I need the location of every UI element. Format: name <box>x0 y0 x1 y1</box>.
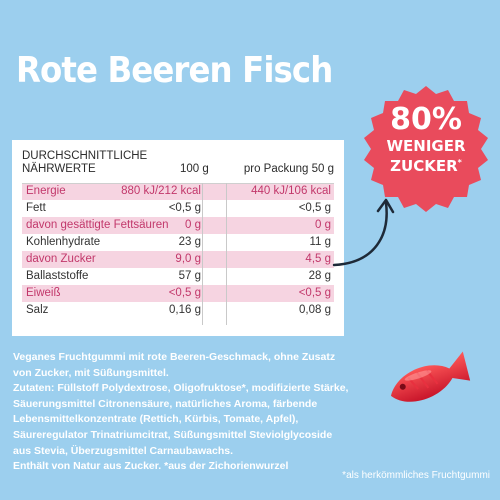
nutrition-table: DURCHSCHNITTLICHE NÄHRWERTE 100 g pro Pa… <box>12 140 344 336</box>
badge-percent: 80% <box>390 102 462 137</box>
row-value-100g: 57 g <box>178 270 201 282</box>
badge-line2-text: ZUCKER <box>390 157 458 175</box>
row-value-package: <0,5 g <box>298 287 331 299</box>
header-line1: DURCHSCHNITTLICHE <box>22 150 148 162</box>
footnote: *als herkömmliches Fruchtgummi <box>342 470 490 481</box>
table-row-ballaststoffe: Ballaststoffe 57 g 28 g <box>22 268 334 285</box>
curved-arrow-icon <box>332 198 395 267</box>
row-label: Energie <box>26 185 66 197</box>
sugar-note: Enthält von Natur aus Zucker. *aus der Z… <box>13 460 289 473</box>
row-value-100g: 0,16 g <box>169 304 201 316</box>
row-value-package: 0 g <box>315 219 331 231</box>
table-row-salz: Salz 0,16 g 0,08 g <box>22 302 334 319</box>
row-value-package: 11 g <box>309 236 331 248</box>
row-value-100g: <0,5 g <box>168 202 201 214</box>
column-divider <box>202 183 203 325</box>
table-row-fettsaeuren: davon gesättigte Fettsäuren 0 g 0 g <box>22 217 334 234</box>
row-value-100g: 0 g <box>185 219 201 231</box>
table-divider <box>22 183 334 184</box>
nutrition-header: DURCHSCHNITTLICHE NÄHRWERTE 100 g pro Pa… <box>22 150 334 176</box>
row-value-100g: 9,0 g <box>175 253 201 265</box>
row-label: Eiweiß <box>26 287 61 299</box>
row-value-package: 4,5 g <box>305 253 331 265</box>
column-header-100g: 100 g <box>180 163 209 175</box>
row-value-100g: 23 g <box>178 236 201 248</box>
ingredients: Zutaten: Füllstoff Polydextrose, Oligofr… <box>13 382 349 457</box>
table-row-zucker: davon Zucker 9,0 g 4,5 g <box>22 251 334 268</box>
table-row-kohlenhydrate: Kohlenhydrate 23 g 11 g <box>22 234 334 251</box>
row-label: davon gesättigte Fettsäuren <box>26 219 169 231</box>
badge-icon <box>364 86 488 212</box>
product-description: Veganes Fruchtgummi mit rote Beeren-Gesc… <box>13 351 336 379</box>
page-title: Rote Beeren Fisch <box>16 50 333 91</box>
row-value-100g: 880 kJ/212 kcal <box>121 185 201 197</box>
row-label: davon Zucker <box>26 253 96 265</box>
badge-line2: ZUCKER* <box>358 157 494 175</box>
table-row-eiweiss: Eiweiß <0,5 g <0,5 g <box>22 285 334 302</box>
column-divider <box>226 183 227 325</box>
row-label: Ballaststoffe <box>26 270 89 282</box>
badge-footnote-mark: * <box>457 158 462 167</box>
row-value-100g: <0,5 g <box>168 287 201 299</box>
table-row-energie: Energie 880 kJ/212 kcal 440 kJ/106 kcal <box>22 183 334 200</box>
row-label: Fett <box>26 202 46 214</box>
row-value-package: 28 g <box>308 270 331 282</box>
column-header-package: pro Packung 50 g <box>243 163 334 175</box>
row-label: Kohlenhydrate <box>26 236 101 248</box>
gummy-fish-icon <box>390 351 471 402</box>
table-row-fett: Fett <0,5 g <0,5 g <box>22 200 334 217</box>
row-value-package: 440 kJ/106 kcal <box>251 185 331 197</box>
badge-line1: WENIGER <box>386 137 466 155</box>
row-label: Salz <box>26 304 49 316</box>
row-value-package: <0,5 g <box>298 202 331 214</box>
row-value-package: 0,08 g <box>299 304 331 316</box>
product-info: Veganes Fruchtgummi mit rote Beeren-Gesc… <box>13 350 353 475</box>
header-line2: NÄHRWERTE <box>22 163 96 175</box>
nutrition-rows: Energie 880 kJ/212 kcal 440 kJ/106 kcal … <box>22 183 334 319</box>
